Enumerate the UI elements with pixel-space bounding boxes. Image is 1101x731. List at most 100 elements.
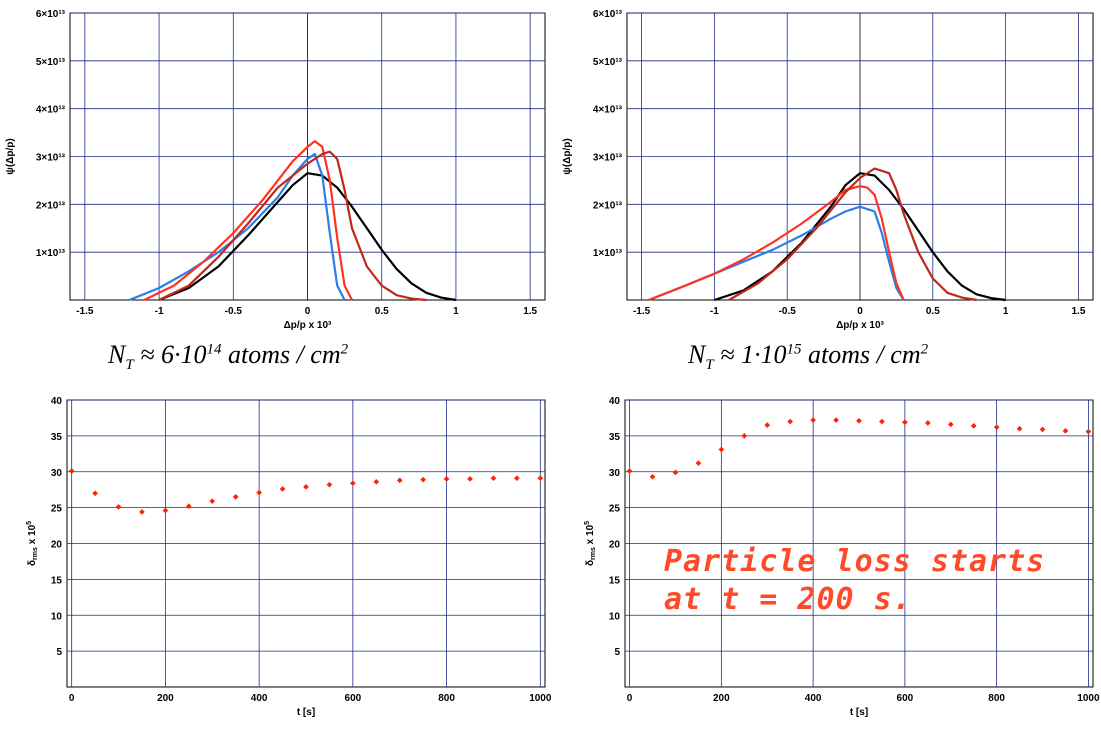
data-point — [764, 422, 771, 428]
data-point — [350, 480, 356, 487]
data-point — [373, 478, 380, 485]
data-point — [162, 507, 169, 514]
data-point — [92, 490, 98, 497]
data-point — [68, 468, 75, 474]
annotation-line-1: Particle loss starts — [664, 544, 1046, 579]
chart-panel-1: -1.5 -1 -0.5 0 0.5 1 1.5 1×10¹³ 2×10¹³ 3×10¹³ 4×10… — [5, 9, 546, 331]
y-tick-label: 35 — [609, 432, 621, 443]
data-point — [856, 417, 862, 424]
x-axis-label: Δp/p x 10³ — [836, 320, 884, 331]
data-point — [993, 424, 1000, 431]
x-tick-label: 800 — [438, 693, 455, 704]
particle-loss-annotation: Particle loss starts at t = 200 s. — [664, 543, 1045, 619]
data-point — [833, 417, 839, 423]
x-tick-label: 400 — [251, 693, 268, 704]
data-point — [787, 418, 794, 425]
x-tick-label: 1 — [453, 306, 459, 317]
series-line-3 — [143, 140, 353, 301]
x-tick-label: -1.5 — [633, 306, 651, 317]
data-point — [879, 418, 885, 425]
y-tick-label: 10 — [51, 611, 63, 622]
y-tick-label: 40 — [609, 396, 621, 407]
x-tick-label: 0 — [69, 693, 75, 704]
chart-panel-3: 0 200 400 600 800 1000 5 10 15 20 25 30 35 40 t [s] δrm… — [26, 396, 552, 718]
x-tick-label: -0.5 — [225, 306, 243, 317]
data-point — [924, 420, 931, 426]
data-point — [420, 476, 426, 483]
x-tick-label: 400 — [805, 693, 822, 704]
chart-panel-2: -1.5 -1 -0.5 0 0.5 1 1.5 1×10¹³ 2×10¹³ 3×10¹³ 4×10… — [562, 9, 1094, 331]
series-line-2 — [128, 153, 346, 302]
caption-left: NT ≈ 6·1014 atoms / cm2 — [108, 340, 349, 374]
x-axis-label: t [s] — [297, 707, 315, 718]
x-tick-label: 0.5 — [375, 306, 389, 317]
data-point — [537, 475, 544, 482]
y-tick-label: 1×10¹³ — [36, 248, 66, 259]
y-tick-label: 1×10¹³ — [593, 248, 623, 259]
series-line-4 — [158, 150, 427, 302]
y-tick-label: 35 — [51, 432, 63, 443]
x-axis-label: t [s] — [850, 707, 868, 718]
y-tick-label: 3×10¹³ — [36, 153, 66, 164]
data-point — [626, 468, 633, 474]
data-point — [810, 417, 816, 423]
y-tick-label: 40 — [51, 396, 63, 407]
y-tick-label: 5 — [56, 647, 62, 658]
x-tick-label: 0 — [857, 306, 863, 317]
data-point — [514, 475, 520, 482]
x-tick-label: -1 — [155, 306, 164, 317]
series-line-1 — [158, 172, 457, 302]
data-point — [256, 489, 262, 496]
data-point — [695, 460, 702, 466]
data-point — [186, 503, 192, 510]
x-tick-label: 0 — [627, 693, 633, 704]
x-axis-label: Δp/p x 10³ — [284, 320, 332, 331]
y-axis-label: δrms x 105 — [584, 521, 597, 566]
series-line-1 — [714, 172, 1006, 302]
y-tick-label: 10 — [609, 611, 621, 622]
data-point — [209, 498, 216, 504]
x-tick-label: 600 — [897, 693, 914, 704]
y-tick-label: 4×10¹³ — [593, 105, 623, 116]
data-point — [718, 446, 725, 453]
x-tick-label: 0.5 — [926, 306, 940, 317]
y-tick-label: 2×10¹³ — [36, 200, 66, 211]
data-point — [1016, 425, 1023, 432]
series-line-3 — [648, 185, 905, 302]
x-tick-label: 600 — [345, 693, 362, 704]
series-line-4 — [728, 167, 977, 302]
data-point — [1085, 428, 1092, 435]
data-point — [672, 469, 679, 476]
y-tick-label: 6×10¹³ — [593, 9, 623, 20]
data-point — [467, 476, 473, 482]
y-tick-label: 2×10¹³ — [593, 200, 623, 211]
x-tick-label: 800 — [988, 693, 1005, 704]
y-tick-label: 30 — [609, 468, 621, 479]
x-tick-label: -1 — [710, 306, 719, 317]
x-tick-label: 1.5 — [523, 306, 537, 317]
data-point — [396, 477, 403, 484]
y-tick-label: 3×10¹³ — [593, 153, 623, 164]
x-tick-label: 200 — [157, 693, 174, 704]
x-tick-label: 1.5 — [1071, 306, 1085, 317]
data-point — [115, 504, 122, 510]
data-point — [649, 473, 656, 480]
data-point — [232, 494, 239, 500]
y-tick-label: 15 — [609, 575, 621, 586]
data-point — [741, 433, 748, 439]
y-tick-label: 20 — [609, 540, 621, 551]
y-axis-label: δrms x 105 — [26, 521, 39, 566]
y-axis-label: ψ(Δp/p) — [5, 138, 16, 174]
y-tick-label: 25 — [51, 504, 63, 515]
data-point — [902, 419, 908, 426]
x-tick-label: 1000 — [1077, 693, 1100, 704]
x-tick-label: 0 — [305, 306, 311, 317]
x-tick-label: 200 — [713, 693, 730, 704]
chart-panel-4: 0 200 400 600 800 1000 5 10 15 20 25 30 35 40 t [s] δrm… — [584, 396, 1100, 718]
data-point — [326, 481, 333, 488]
y-tick-label: 5×10¹³ — [36, 57, 66, 68]
y-tick-label: 4×10¹³ — [36, 105, 66, 116]
x-tick-label: 1 — [1003, 306, 1009, 317]
data-point — [490, 475, 497, 482]
